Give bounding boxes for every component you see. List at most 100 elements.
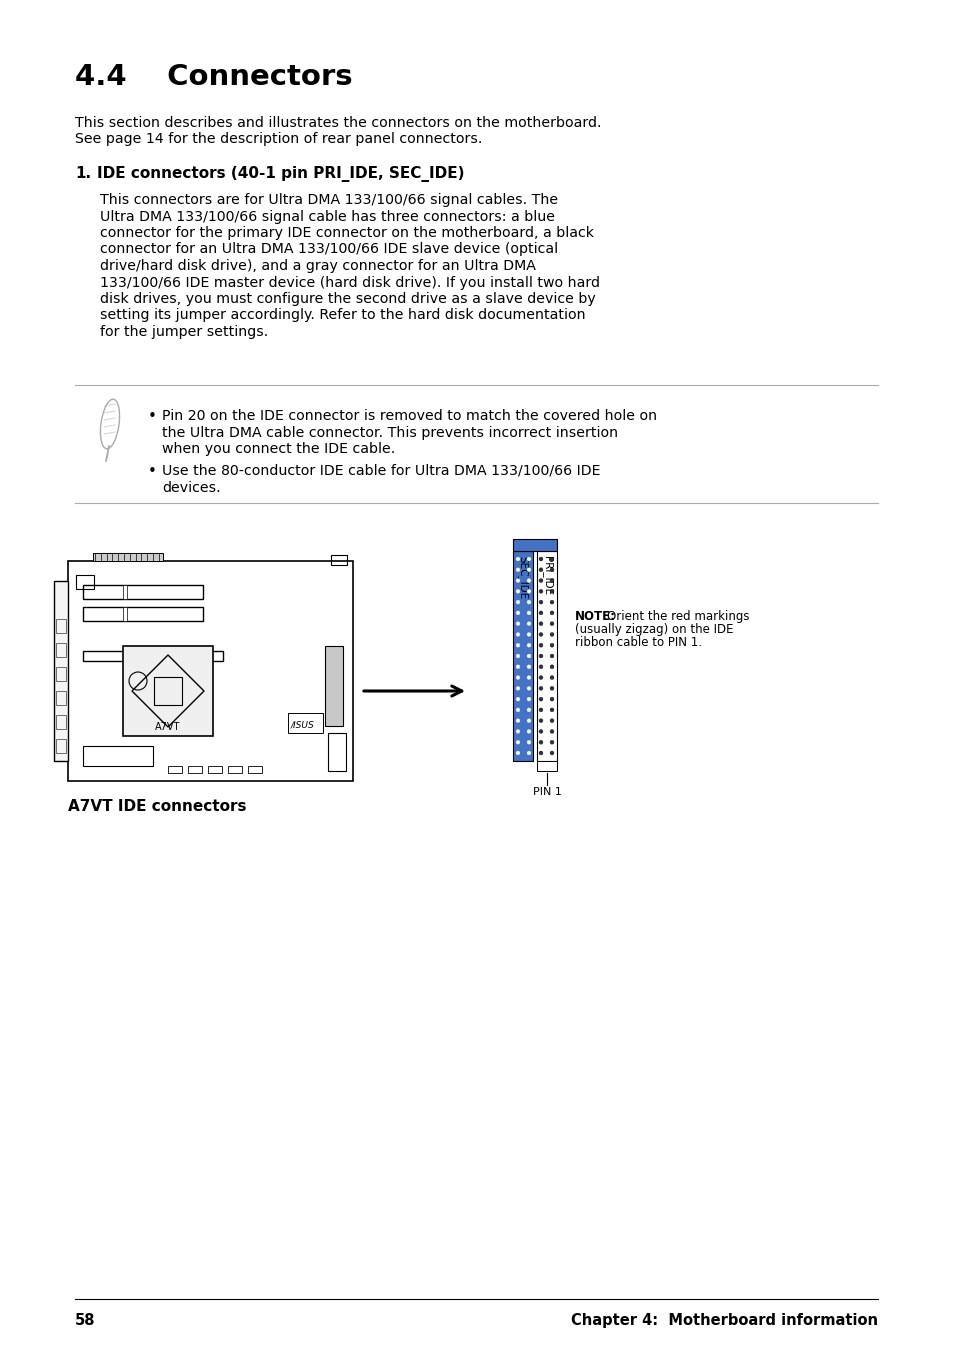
Circle shape	[550, 676, 554, 680]
Bar	[513, 539, 557, 551]
Circle shape	[550, 740, 554, 744]
Text: (usually zigzag) on the IDE: (usually zigzag) on the IDE	[575, 623, 733, 636]
Circle shape	[550, 611, 554, 615]
Circle shape	[526, 719, 531, 723]
Circle shape	[538, 751, 542, 755]
Circle shape	[516, 686, 519, 690]
Circle shape	[526, 665, 531, 669]
Circle shape	[516, 740, 519, 744]
Circle shape	[538, 665, 542, 669]
Circle shape	[516, 654, 519, 658]
Circle shape	[526, 600, 531, 604]
Circle shape	[538, 600, 542, 604]
Circle shape	[526, 632, 531, 636]
Text: A7VT IDE connectors: A7VT IDE connectors	[68, 798, 246, 815]
Text: NOTE:: NOTE:	[575, 609, 616, 623]
Text: Ultra DMA 133/100/66 signal cable has three connectors: a blue: Ultra DMA 133/100/66 signal cable has th…	[100, 209, 555, 223]
Circle shape	[550, 708, 554, 712]
Circle shape	[538, 632, 542, 636]
Circle shape	[538, 567, 542, 571]
Circle shape	[538, 557, 542, 561]
Circle shape	[516, 557, 519, 561]
Text: Use the 80-conductor IDE cable for Ultra DMA 133/100/66 IDE: Use the 80-conductor IDE cable for Ultra…	[162, 463, 599, 478]
Text: See page 14 for the description of rear panel connectors.: See page 14 for the description of rear …	[75, 132, 482, 146]
Bar	[123, 585, 127, 598]
Circle shape	[550, 578, 554, 582]
Circle shape	[516, 643, 519, 647]
Circle shape	[526, 730, 531, 734]
Bar	[83, 651, 223, 661]
Circle shape	[526, 697, 531, 701]
Circle shape	[550, 621, 554, 626]
Circle shape	[538, 621, 542, 626]
Bar	[537, 551, 557, 761]
Circle shape	[526, 708, 531, 712]
Text: for the jumper settings.: for the jumper settings.	[100, 326, 268, 339]
Circle shape	[538, 654, 542, 658]
Circle shape	[526, 557, 531, 561]
Text: connector for the primary IDE connector on the motherboard, a black: connector for the primary IDE connector …	[100, 226, 594, 240]
Circle shape	[526, 611, 531, 615]
Circle shape	[538, 730, 542, 734]
Text: A7VT: A7VT	[155, 721, 180, 732]
Text: IDE connectors (40-1 pin PRI_IDE, SEC_IDE): IDE connectors (40-1 pin PRI_IDE, SEC_ID…	[97, 166, 464, 182]
Circle shape	[516, 567, 519, 571]
Circle shape	[526, 567, 531, 571]
Text: connector for an Ultra DMA 133/100/66 IDE slave device (optical: connector for an Ultra DMA 133/100/66 ID…	[100, 242, 558, 257]
Bar	[513, 551, 533, 761]
Bar	[325, 646, 343, 725]
Text: 4.4    Connectors: 4.4 Connectors	[75, 63, 353, 91]
Bar	[56, 715, 66, 730]
Text: disk drives, you must configure the second drive as a slave device by: disk drives, you must configure the seco…	[100, 292, 595, 305]
Text: Pin 20 on the IDE connector is removed to match the covered hole on: Pin 20 on the IDE connector is removed t…	[162, 409, 657, 423]
Bar	[54, 581, 68, 761]
Circle shape	[550, 751, 554, 755]
Circle shape	[538, 611, 542, 615]
Circle shape	[526, 686, 531, 690]
Text: /ISUS: /ISUS	[291, 720, 314, 730]
Circle shape	[516, 730, 519, 734]
Circle shape	[550, 567, 554, 571]
Bar	[168, 766, 182, 773]
Bar	[83, 746, 152, 766]
Bar	[123, 646, 213, 736]
Text: SEC_IDE: SEC_IDE	[517, 557, 528, 600]
Circle shape	[526, 578, 531, 582]
Circle shape	[538, 708, 542, 712]
Circle shape	[516, 621, 519, 626]
Circle shape	[516, 600, 519, 604]
Bar	[537, 761, 557, 771]
Bar	[92, 553, 163, 561]
Bar	[68, 561, 353, 781]
Circle shape	[550, 665, 554, 669]
Circle shape	[550, 557, 554, 561]
Bar	[208, 766, 222, 773]
Text: 58: 58	[75, 1313, 95, 1328]
Circle shape	[516, 751, 519, 755]
Circle shape	[516, 708, 519, 712]
Circle shape	[538, 676, 542, 680]
Text: setting its jumper accordingly. Refer to the hard disk documentation: setting its jumper accordingly. Refer to…	[100, 308, 585, 323]
Bar	[123, 607, 127, 621]
Bar	[56, 619, 66, 634]
Circle shape	[516, 632, 519, 636]
Circle shape	[516, 611, 519, 615]
Bar	[288, 713, 323, 734]
Circle shape	[550, 719, 554, 723]
Circle shape	[526, 676, 531, 680]
Text: PRI_IDE: PRI_IDE	[541, 557, 552, 596]
Circle shape	[516, 578, 519, 582]
Text: devices.: devices.	[162, 481, 220, 494]
Bar	[56, 739, 66, 753]
Circle shape	[550, 643, 554, 647]
Circle shape	[538, 686, 542, 690]
Circle shape	[516, 719, 519, 723]
Circle shape	[538, 697, 542, 701]
Text: the Ultra DMA cable connector. This prevents incorrect insertion: the Ultra DMA cable connector. This prev…	[162, 426, 618, 439]
Bar	[228, 766, 242, 773]
Circle shape	[550, 730, 554, 734]
Circle shape	[538, 589, 542, 593]
Circle shape	[526, 589, 531, 593]
Circle shape	[526, 740, 531, 744]
Circle shape	[516, 697, 519, 701]
